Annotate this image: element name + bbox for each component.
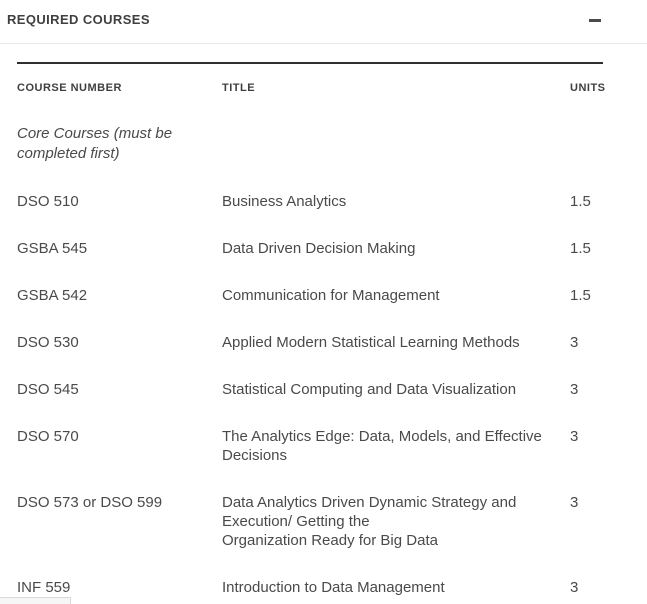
- course-title: The Analytics Edge: Data, Models, and Ef…: [222, 428, 542, 464]
- course-title: Applied Modern Statistical Learning Meth…: [222, 334, 520, 351]
- table-row: DSO 530 Applied Modern Statistical Learn…: [17, 333, 603, 380]
- table-row: DSO 510 Business Analytics 1.5: [17, 192, 603, 239]
- course-number: GSBA 545: [17, 240, 88, 257]
- course-units: 1.5: [570, 287, 591, 304]
- collapse-section-button[interactable]: [589, 14, 601, 26]
- column-header-units: UNITS: [570, 82, 606, 94]
- course-units: 1.5: [570, 193, 591, 210]
- next-section-cutoff-edge: [0, 597, 71, 604]
- accordion-header: REQUIRED COURSES: [0, 0, 647, 28]
- course-units: 1.5: [570, 240, 591, 257]
- section-title: REQUIRED COURSES: [7, 12, 150, 27]
- course-units: 3: [570, 381, 579, 398]
- course-number: DSO 530: [17, 334, 79, 351]
- table-row: DSO 545 Statistical Computing and Data V…: [17, 380, 603, 427]
- group-label-row: Core Courses (must be completed first): [17, 124, 603, 192]
- course-title: Introduction to Data Management: [222, 579, 445, 596]
- table-header-row: COURSE NUMBER TITLE UNITS: [17, 64, 606, 124]
- course-units: 3: [570, 494, 579, 511]
- table-row: INF 559 Introduction to Data Management …: [17, 578, 603, 597]
- course-title: Communication for Management: [222, 287, 440, 304]
- minus-icon: [589, 19, 601, 22]
- table-row: GSBA 542 Communication for Management 1.…: [17, 286, 603, 333]
- course-units: 3: [570, 579, 579, 596]
- course-units: 3: [570, 334, 579, 351]
- course-units: 3: [570, 428, 579, 445]
- course-number: DSO 573 or DSO 599: [17, 494, 163, 511]
- course-number: INF 559: [17, 579, 71, 596]
- table-row: GSBA 545 Data Driven Decision Making 1.5: [17, 239, 603, 286]
- course-title: Statistical Computing and Data Visualiza…: [222, 381, 517, 398]
- course-number: DSO 545: [17, 381, 79, 398]
- table-row: DSO 570 The Analytics Edge: Data, Models…: [17, 427, 603, 493]
- courses-table: COURSE NUMBER TITLE UNITS Core Courses (…: [17, 64, 606, 597]
- column-header-title: TITLE: [222, 82, 256, 94]
- course-number: DSO 510: [17, 193, 79, 210]
- course-title: Data Driven Decision Making: [222, 240, 416, 257]
- course-number: GSBA 542: [17, 287, 88, 304]
- group-label: Core Courses (must be completed first): [17, 125, 173, 162]
- header-divider: [0, 43, 647, 44]
- course-title: Data Analytics Driven Dynamic Strategy a…: [222, 494, 517, 549]
- course-number: DSO 570: [17, 428, 79, 445]
- course-title: Business Analytics: [222, 193, 347, 210]
- courses-table-wrap: COURSE NUMBER TITLE UNITS Core Courses (…: [17, 62, 606, 597]
- table-row: DSO 573 or DSO 599 Data Analytics Driven…: [17, 493, 603, 578]
- column-header-course-number: COURSE NUMBER: [17, 82, 122, 94]
